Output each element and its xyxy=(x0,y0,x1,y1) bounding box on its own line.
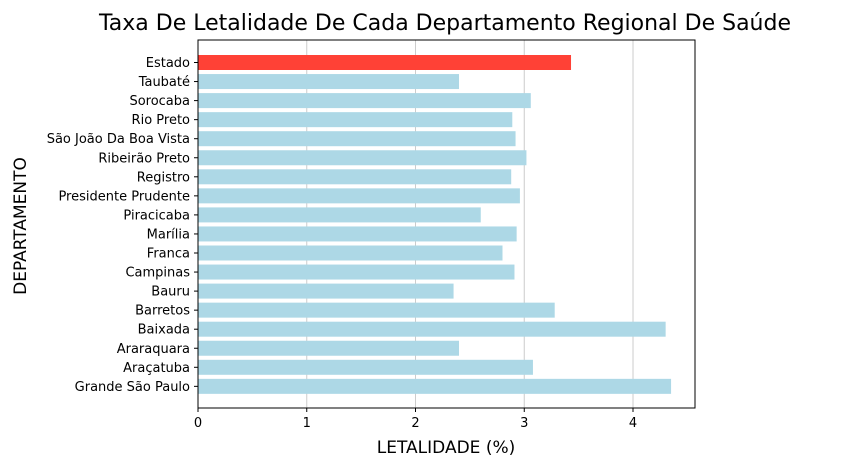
bar xyxy=(198,207,481,223)
bar xyxy=(198,150,527,166)
bar xyxy=(198,321,666,337)
x-tick-label: 3 xyxy=(520,416,528,431)
y-tick-label: Campinas xyxy=(125,266,190,281)
x-axis-label: LETALIDADE (%) xyxy=(377,438,515,458)
y-tick-label: Estado xyxy=(146,56,190,71)
plot-frame xyxy=(197,39,696,409)
y-axis-ticks: Estado Taubaté Sorocaba Rio Preto São João D… xyxy=(47,56,198,395)
y-tick-label: Rio Preto xyxy=(132,113,190,128)
y-tick-label: Franca xyxy=(147,247,190,262)
y-tick-label: Araçatuba xyxy=(123,361,190,376)
y-tick-label: Registro xyxy=(137,170,190,185)
bar xyxy=(198,378,672,394)
bar xyxy=(198,302,555,318)
bar xyxy=(198,188,520,204)
y-tick-label: Marília xyxy=(147,227,190,242)
bar xyxy=(198,169,512,185)
bar xyxy=(198,283,454,299)
y-tick-label: São João Da Boa Vista xyxy=(47,132,190,147)
y-tick-label: Piracicaba xyxy=(123,208,190,223)
bar xyxy=(198,340,460,356)
y-tick-label: Presidente Prudente xyxy=(58,189,190,204)
bar xyxy=(198,112,513,128)
chart-title: Taxa De Letalidade De Cada Departamento … xyxy=(98,11,791,36)
bars xyxy=(198,55,672,394)
x-axis-ticks: 0 1 2 3 4 xyxy=(194,408,637,431)
bar xyxy=(198,55,572,70)
y-tick-label: Sorocaba xyxy=(129,94,190,109)
x-tick-label: 0 xyxy=(194,416,202,431)
x-tick-label: 1 xyxy=(303,416,311,431)
y-axis-label: DEPARTAMENTO xyxy=(11,157,31,295)
y-tick-label: Bauru xyxy=(151,285,190,300)
x-tick-label: 2 xyxy=(411,416,419,431)
y-tick-label: Barretos xyxy=(135,304,190,319)
y-tick-label: Baixada xyxy=(138,323,190,338)
y-tick-label: Ribeirão Preto xyxy=(98,151,190,166)
bar xyxy=(198,264,515,280)
x-tick-label: 4 xyxy=(629,416,637,431)
bar xyxy=(198,93,531,109)
y-tick-label: Taubaté xyxy=(138,75,190,90)
bar xyxy=(198,74,460,90)
bar xyxy=(198,131,516,147)
bar xyxy=(198,359,533,375)
bar xyxy=(198,245,503,261)
y-tick-label: Araraquara xyxy=(117,342,190,357)
bar xyxy=(198,226,517,242)
y-tick-label: Grande São Paulo xyxy=(75,380,190,395)
